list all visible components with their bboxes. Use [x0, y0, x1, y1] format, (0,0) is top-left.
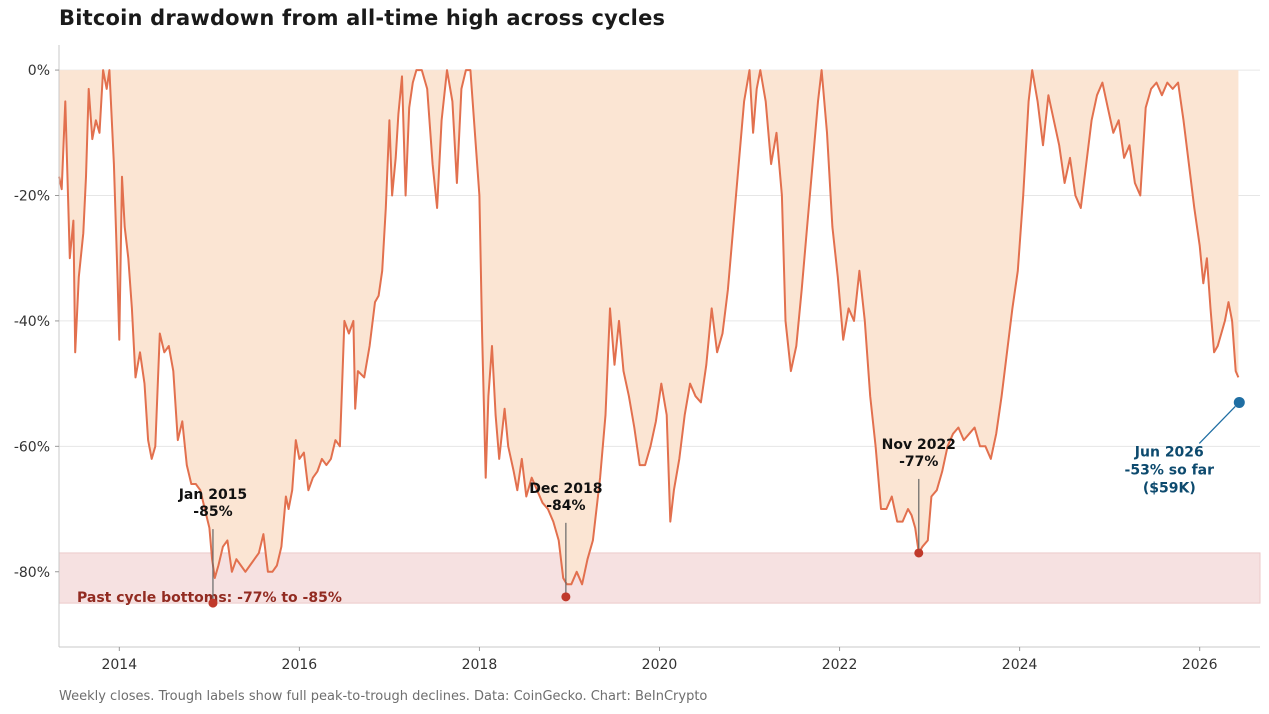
annotation-date: Dec 2018 [529, 481, 602, 497]
current-label: -53% so far [1125, 462, 1215, 478]
y-tick-label: -80% [14, 565, 50, 581]
current-label: ($59K) [1143, 480, 1196, 496]
x-tick-label: 2022 [822, 657, 858, 673]
x-tick-label: 2026 [1182, 657, 1218, 673]
annotation-value: -77% [899, 454, 938, 470]
y-tick-label: -60% [14, 439, 50, 455]
drawdown-fill [59, 70, 1239, 585]
annotation-value: -85% [193, 504, 232, 520]
chart-footnote: Weekly closes. Trough labels show full p… [59, 689, 708, 704]
drawdown-line-path [58, 69, 1240, 586]
trough-dot [208, 598, 218, 608]
y-tick-label: 0% [28, 63, 50, 79]
chart-title: Bitcoin drawdown from all-time high acro… [59, 6, 666, 30]
x-tick-label: 2020 [642, 657, 678, 673]
annotation-value: -84% [546, 498, 585, 514]
x-tick-label: 2016 [282, 657, 318, 673]
annotations: Past cycle bottoms: -77% to -85% Jan 2015… [77, 396, 1245, 608]
current-leader [1198, 405, 1236, 444]
trough-dot [914, 548, 924, 558]
axes: 0% -20% -40% -60% -80% 2014 2016 2018 2020 2022 20… [14, 45, 1260, 673]
x-tick-label: 2018 [462, 657, 498, 673]
current-label: Jun 2026 [1134, 444, 1204, 460]
x-tick-label: 2024 [1002, 657, 1038, 673]
drawdown-line [58, 69, 1240, 586]
x-tick-label: 2014 [101, 657, 137, 673]
trough-dot [561, 592, 571, 602]
band-label: Past cycle bottoms: -77% to -85% [77, 590, 342, 606]
y-tick-label: -20% [14, 189, 50, 205]
drawdown-area [59, 70, 1239, 585]
current-dot [1233, 396, 1245, 408]
annotation-date: Nov 2022 [882, 437, 956, 453]
annotation-date: Jan 2015 [178, 487, 247, 503]
y-tick-label: -40% [14, 314, 50, 330]
